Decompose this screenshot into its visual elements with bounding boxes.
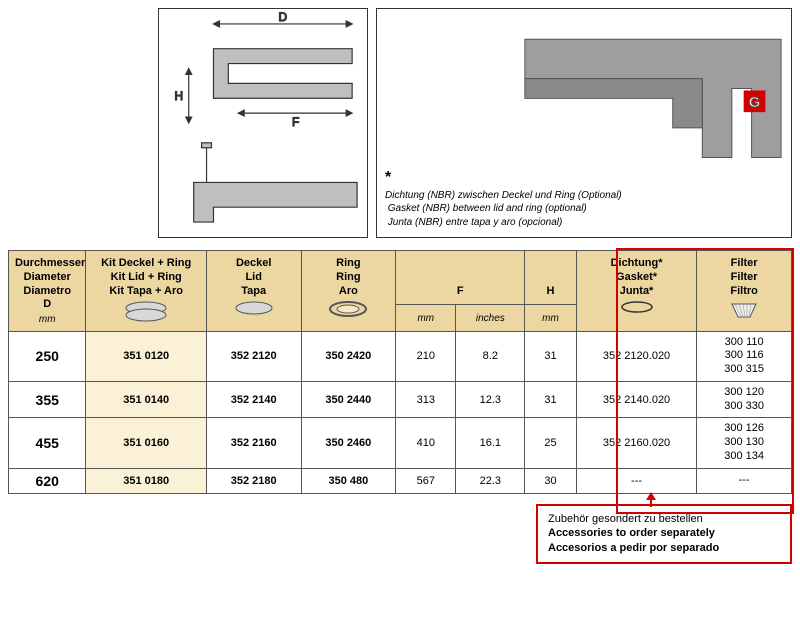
kit-icon [123, 300, 169, 322]
hdr-filter: Filter Filter Filtro [697, 251, 792, 332]
order-note-box: Zubehör gesondert zu bestellen Accessori… [536, 504, 792, 565]
cell-filter: 300 110300 116300 315 [697, 331, 792, 381]
table-row: 455351 0160352 2160350 246041016.125352 … [9, 418, 792, 468]
hdr-h-mm: mm [525, 305, 577, 331]
cell-f-mm: 313 [396, 381, 456, 418]
cell-f-mm: 210 [396, 331, 456, 381]
dim-h-label: H [175, 89, 184, 103]
gasket-footnote: * Dichtung (NBR) zwischen Deckel und Rin… [385, 167, 622, 229]
cell-lid: 352 2160 [206, 418, 301, 468]
cross-section-left: D F H [158, 8, 368, 238]
cell-h: 25 [525, 418, 577, 468]
cell-ring: 350 2460 [301, 418, 396, 468]
cell-filter: --- [697, 468, 792, 493]
cell-f-in: 22.3 [456, 468, 525, 493]
cell-gasket: 352 2160.020 [576, 418, 696, 468]
dim-f-label: F [292, 115, 299, 129]
hdr-kit: Kit Deckel + Ring Kit Lid + Ring Kit Tap… [86, 251, 206, 332]
footnote-en: Gasket (NBR) between lid and ring (optio… [388, 203, 587, 214]
cell-lid: 352 2140 [206, 381, 301, 418]
hdr-f-in: inches [456, 305, 525, 331]
spec-table: Durchmesser Diameter Diametro D mm Kit D… [8, 250, 792, 494]
cell-f-in: 12.3 [456, 381, 525, 418]
dim-d-label: D [279, 10, 288, 24]
table-row: 355351 0140352 2140350 244031312.331352 … [9, 381, 792, 418]
cell-diameter: 250 [9, 331, 86, 381]
table-row: 620351 0180352 2180350 48056722.330-----… [9, 468, 792, 493]
cell-diameter: 355 [9, 381, 86, 418]
cell-kit: 351 0160 [86, 418, 206, 468]
hdr-gasket: Dichtung* Gasket* Junta* [576, 251, 696, 332]
cell-ring: 350 2440 [301, 381, 396, 418]
cell-ring: 350 2420 [301, 331, 396, 381]
cell-lid: 352 2180 [206, 468, 301, 493]
hdr-f-mm: mm [396, 305, 456, 331]
hdr-f: F [396, 251, 525, 305]
header-row-1: Durchmesser Diameter Diametro D mm Kit D… [9, 251, 792, 305]
gasket-label: G [749, 95, 761, 111]
cell-diameter: 455 [9, 418, 86, 468]
left-drawing-svg: D F H [159, 9, 367, 237]
hdr-diameter: Durchmesser Diameter Diametro D mm [9, 251, 86, 332]
footnote-es: Junta (NBR) entre tapa y aro (opcional) [388, 217, 563, 228]
order-note-es: Accesorios a pedir por separado [548, 541, 780, 556]
technical-drawings-row: D F H G [158, 8, 792, 238]
cell-f-mm: 410 [396, 418, 456, 468]
cell-h: 31 [525, 331, 577, 381]
cell-f-in: 16.1 [456, 418, 525, 468]
footnote-star: * [385, 169, 391, 186]
cell-h: 30 [525, 468, 577, 493]
hdr-ring: Ring Ring Aro [301, 251, 396, 332]
hdr-lid: Deckel Lid Tapa [206, 251, 301, 332]
cell-h: 31 [525, 381, 577, 418]
cell-lid: 352 2120 [206, 331, 301, 381]
cell-filter: 300 126300 130300 134 [697, 418, 792, 468]
filter-icon [728, 300, 760, 320]
cross-section-right: G * Dichtung (NBR) zwischen Deckel und R… [376, 8, 792, 238]
cell-gasket: 352 2140.020 [576, 381, 696, 418]
table-row: 250351 0120352 2120350 24202108.231352 2… [9, 331, 792, 381]
gasket-icon [619, 300, 655, 314]
cell-kit: 351 0180 [86, 468, 206, 493]
cell-gasket: --- [576, 468, 696, 493]
lid-icon [234, 300, 274, 316]
cell-filter: 300 120300 330 [697, 381, 792, 418]
cell-ring: 350 480 [301, 468, 396, 493]
cell-kit: 351 0140 [86, 381, 206, 418]
order-note-de: Zubehör gesondert zu bestellen [548, 512, 780, 527]
cell-diameter: 620 [9, 468, 86, 493]
hdr-h: H [525, 251, 577, 305]
footnote-de: Dichtung (NBR) zwischen Deckel und Ring … [385, 190, 622, 201]
cell-gasket: 352 2120.020 [576, 331, 696, 381]
spec-table-wrap: Durchmesser Diameter Diametro D mm Kit D… [8, 250, 792, 494]
cell-kit: 351 0120 [86, 331, 206, 381]
order-note-en: Accessories to order separately [548, 526, 780, 541]
connector-line [650, 493, 652, 507]
ring-icon [328, 300, 368, 318]
cell-f-in: 8.2 [456, 331, 525, 381]
cell-f-mm: 567 [396, 468, 456, 493]
